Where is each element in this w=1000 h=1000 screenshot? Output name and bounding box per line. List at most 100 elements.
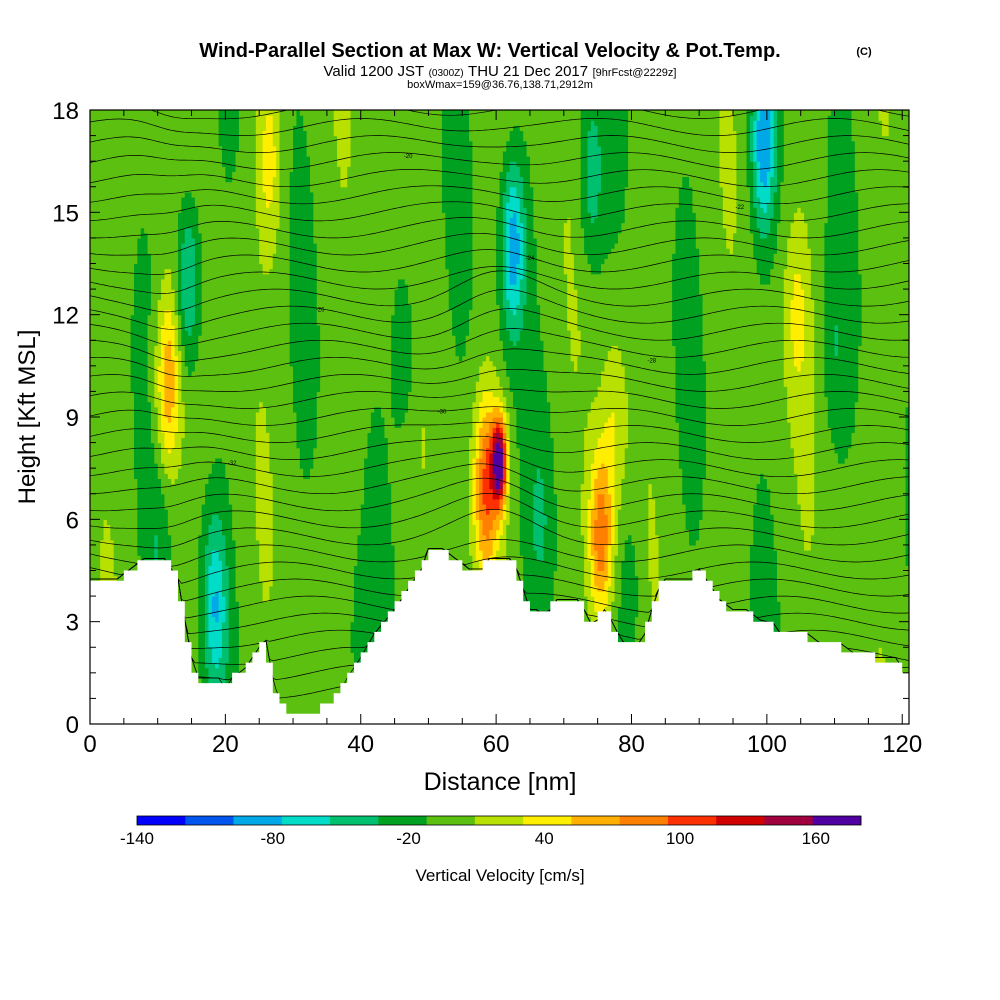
velocity-cell bbox=[131, 540, 135, 546]
velocity-cell bbox=[124, 310, 128, 316]
velocity-cell bbox=[100, 386, 104, 392]
velocity-cell bbox=[141, 509, 145, 515]
velocity-cell bbox=[100, 279, 104, 285]
velocity-cell bbox=[141, 473, 145, 479]
velocity-cell bbox=[117, 125, 121, 131]
velocity-cell bbox=[131, 310, 135, 316]
velocity-cell bbox=[117, 284, 121, 290]
velocity-cell bbox=[141, 545, 145, 551]
velocity-cell bbox=[107, 315, 111, 321]
velocity-cell bbox=[131, 202, 135, 208]
velocity-cell bbox=[124, 192, 128, 198]
velocity-cell bbox=[131, 417, 135, 423]
velocity-cell bbox=[100, 560, 104, 566]
velocity-cell bbox=[124, 258, 128, 264]
velocity-cell bbox=[100, 519, 104, 525]
velocity-cell bbox=[93, 274, 97, 280]
velocity-cell bbox=[107, 202, 111, 208]
velocity-cell bbox=[93, 473, 97, 479]
velocity-cell bbox=[124, 253, 128, 259]
velocity-cell bbox=[124, 350, 128, 356]
velocity-cell bbox=[100, 243, 104, 249]
velocity-cell bbox=[100, 182, 104, 188]
velocity-cell bbox=[131, 422, 135, 428]
velocity-cell bbox=[117, 161, 121, 167]
velocity-cell bbox=[117, 494, 121, 500]
velocity-cell bbox=[124, 335, 128, 341]
velocity-cell bbox=[124, 130, 128, 136]
velocity-cell bbox=[131, 514, 135, 520]
velocity-cell bbox=[124, 381, 128, 387]
velocity-cell bbox=[93, 345, 97, 351]
velocity-cell bbox=[124, 530, 128, 536]
velocity-cell bbox=[131, 182, 135, 188]
velocity-cell bbox=[124, 550, 128, 556]
velocity-cell bbox=[117, 437, 121, 443]
velocity-cell bbox=[141, 371, 145, 377]
velocity-cell bbox=[107, 274, 111, 280]
velocity-cell bbox=[131, 499, 135, 505]
velocity-cell bbox=[107, 422, 111, 428]
velocity-cell bbox=[124, 407, 128, 413]
velocity-cell bbox=[117, 432, 121, 438]
velocity-cell bbox=[100, 478, 104, 484]
velocity-cell bbox=[107, 489, 111, 495]
velocity-cell bbox=[131, 386, 135, 392]
velocity-cell bbox=[131, 253, 135, 259]
velocity-cell bbox=[93, 125, 97, 131]
velocity-cell bbox=[100, 356, 104, 362]
velocity-cell bbox=[117, 207, 121, 213]
velocity-cell bbox=[141, 187, 145, 193]
velocity-cell bbox=[124, 182, 128, 188]
velocity-cell bbox=[93, 325, 97, 331]
velocity-cell bbox=[107, 443, 111, 449]
velocity-cell bbox=[117, 366, 121, 372]
velocity-cell bbox=[141, 530, 145, 536]
velocity-cell bbox=[117, 289, 121, 295]
velocity-cell bbox=[124, 514, 128, 520]
velocity-cell bbox=[117, 217, 121, 223]
velocity-cell bbox=[124, 202, 128, 208]
velocity-cell bbox=[117, 417, 121, 423]
velocity-cell bbox=[100, 361, 104, 367]
velocity-cell bbox=[107, 264, 111, 270]
velocity-cell bbox=[100, 120, 104, 126]
velocity-cell bbox=[100, 458, 104, 464]
velocity-cell bbox=[93, 366, 97, 372]
velocity-cell bbox=[141, 402, 145, 408]
velocity-cell bbox=[93, 576, 97, 582]
velocity-cell bbox=[117, 279, 121, 285]
velocity-cell bbox=[141, 412, 145, 418]
velocity-cell bbox=[93, 171, 97, 177]
velocity-cell bbox=[131, 279, 135, 285]
velocity-cell bbox=[141, 422, 145, 428]
velocity-cell bbox=[124, 484, 128, 490]
velocity-cell bbox=[117, 397, 121, 403]
velocity-cell bbox=[93, 187, 97, 193]
velocity-cell bbox=[107, 504, 111, 510]
velocity-cell bbox=[100, 156, 104, 162]
velocity-cell bbox=[117, 402, 121, 408]
velocity-cell bbox=[141, 207, 145, 213]
velocity-cell bbox=[141, 386, 145, 392]
velocity-cell bbox=[131, 110, 135, 116]
velocity-cell bbox=[131, 258, 135, 264]
velocity-cell bbox=[141, 514, 145, 520]
velocity-cell bbox=[124, 279, 128, 285]
velocity-cell bbox=[117, 550, 121, 556]
velocity-cell bbox=[124, 427, 128, 433]
velocity-cell bbox=[117, 350, 121, 356]
velocity-cell bbox=[117, 453, 121, 459]
velocity-cell bbox=[124, 478, 128, 484]
velocity-cell bbox=[107, 207, 111, 213]
velocity-cell bbox=[124, 412, 128, 418]
velocity-cell bbox=[131, 340, 135, 346]
velocity-cell bbox=[141, 110, 145, 116]
velocity-cell bbox=[100, 381, 104, 387]
velocity-cell bbox=[131, 238, 135, 244]
velocity-cell bbox=[93, 478, 97, 484]
velocity-cell bbox=[100, 192, 104, 198]
velocity-cell bbox=[93, 504, 97, 510]
velocity-cell bbox=[141, 540, 145, 546]
velocity-cell bbox=[141, 125, 145, 131]
